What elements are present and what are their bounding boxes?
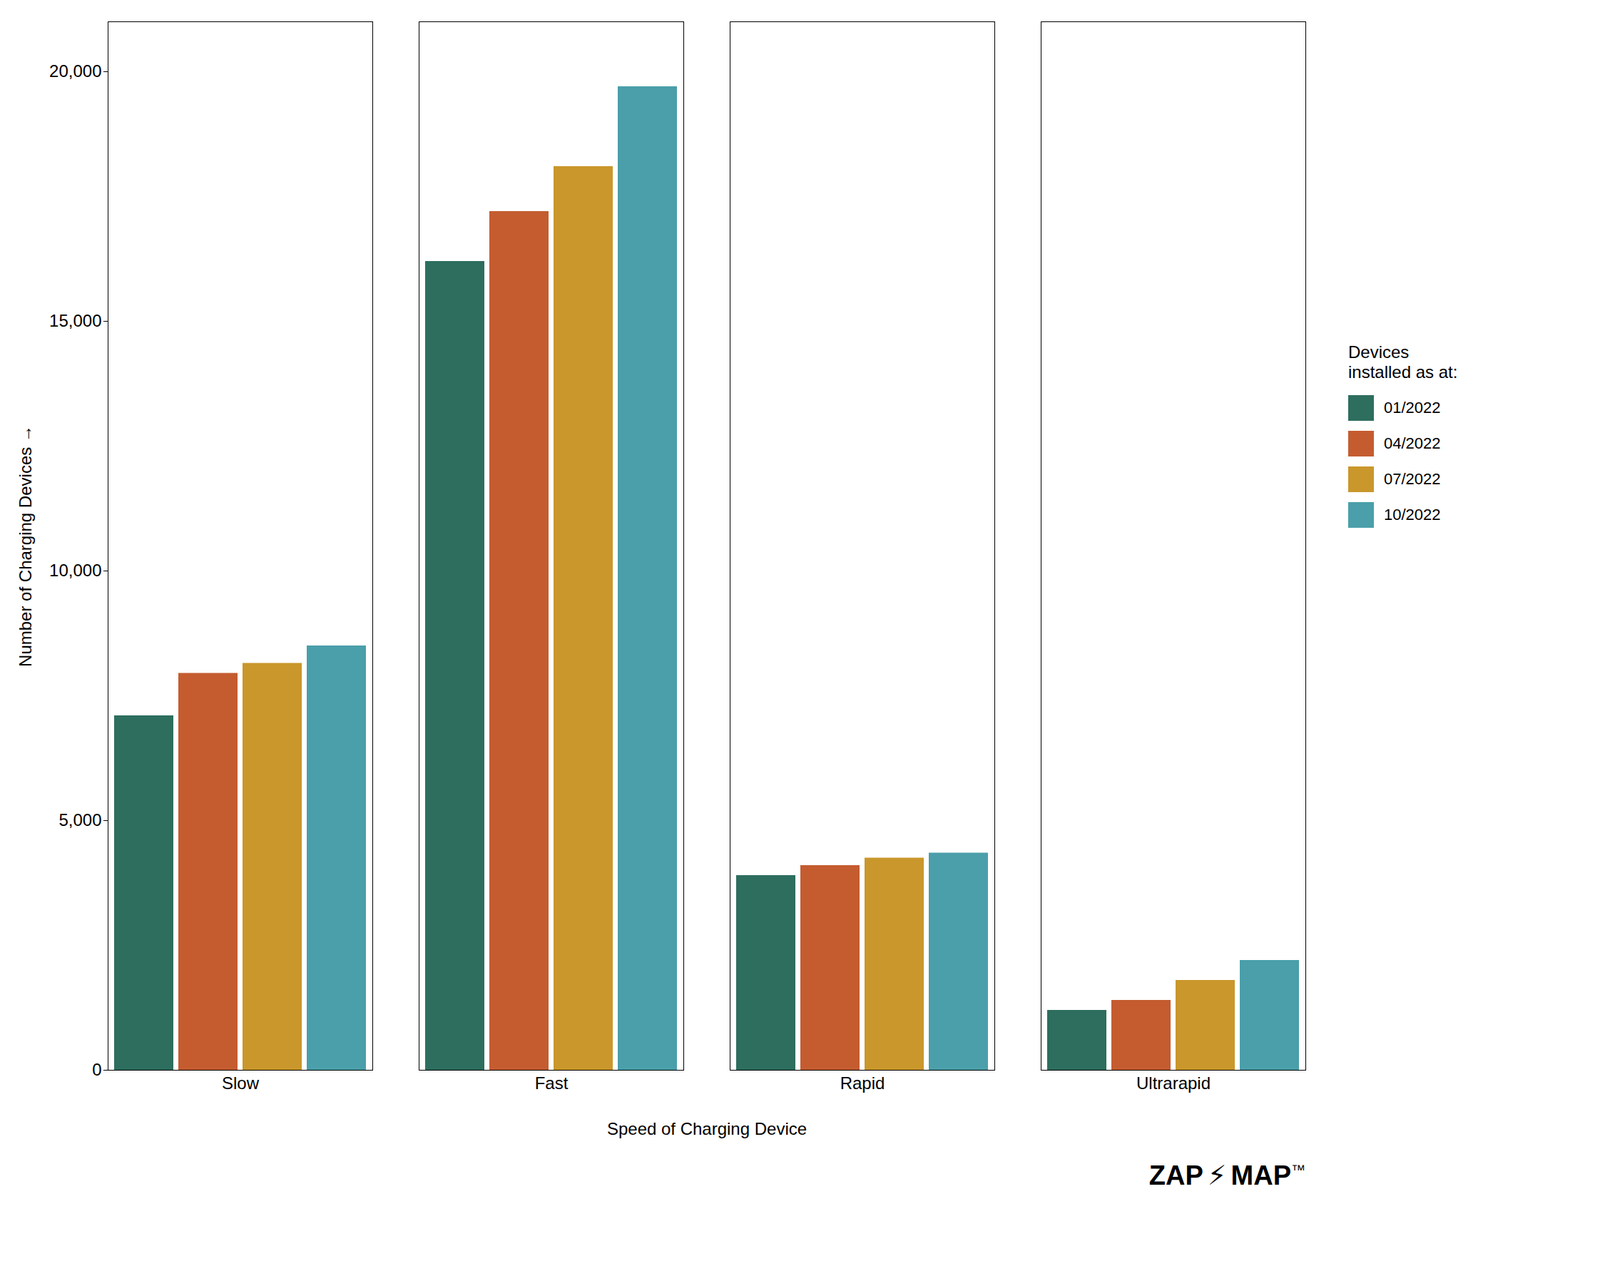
svg-text:Slow: Slow [221,1073,260,1093]
html-text:04/2022: 04/2022 [1383,434,1441,453]
html-text:Devices installed as at:: Devices installed as at: [1348,342,1458,382]
svg-text:5,000: 5,000 [58,810,102,830]
html-text:07/2022: 07/2022 [1383,470,1441,488]
html-text:10/2022: 10/2022 [1383,505,1441,524]
svg-text:10,000: 10,000 [49,560,102,580]
svg-text:0: 0 [92,1060,102,1080]
html-text:ZAP⚡MAP™: ZAP⚡MAP™ [1149,1160,1306,1191]
html-text:01/2022: 01/2022 [1383,398,1441,417]
svg-text:20,000: 20,000 [49,61,102,81]
svg-text:Rapid: Rapid [840,1073,886,1093]
svg-text:15,000: 15,000 [49,311,102,331]
svg-text:Number of Charging Devices →: Number of Charging Devices → [15,425,35,667]
svg-text:Ultrarapid: Ultrarapid [1136,1073,1211,1093]
svg-text:Speed of Charging Device: Speed of Charging Device [607,1119,807,1139]
svg-text:Fast: Fast [534,1073,569,1093]
